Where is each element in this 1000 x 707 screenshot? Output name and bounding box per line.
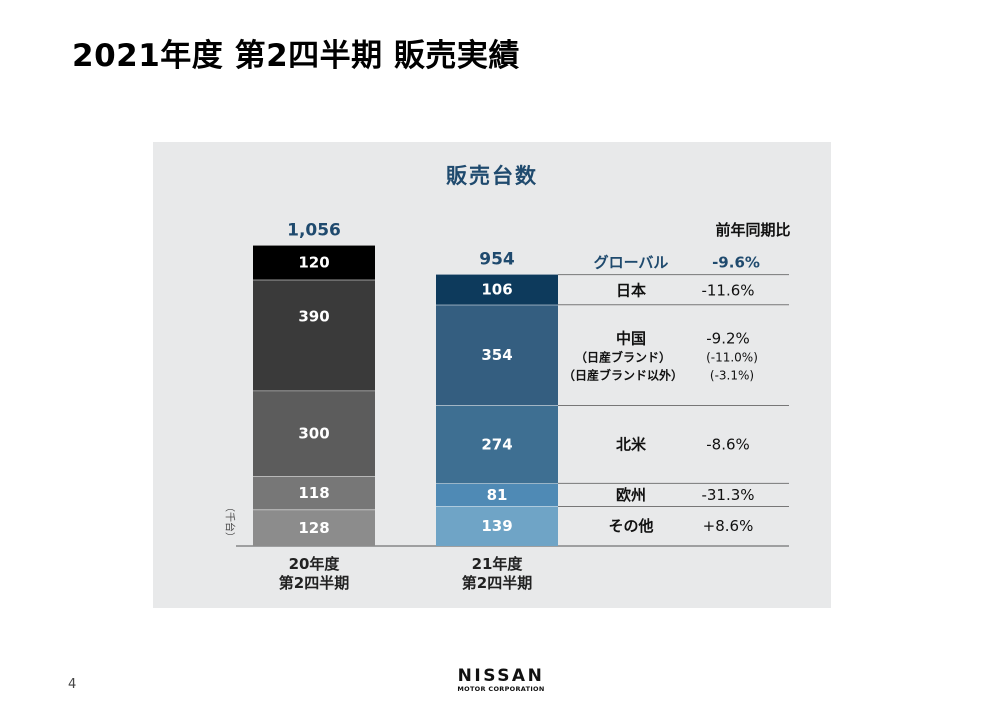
- bar-value-label: 128: [298, 519, 329, 537]
- bar-segment-fy20-2: [253, 390, 375, 477]
- yoy-region-label: 中国: [616, 330, 646, 348]
- bar-total-label: 1,056: [287, 221, 341, 241]
- bar-segment-fy20-4: [253, 245, 375, 280]
- yoy-sub-label: （日産ブランド）: [575, 350, 671, 365]
- logo-wordmark: NISSAN: [457, 666, 545, 686]
- bar-segment-fy21-4: [436, 274, 558, 305]
- yoy-region-label: 日本: [616, 282, 646, 300]
- bar-value-label: 390: [298, 307, 329, 325]
- page-number: 4: [68, 677, 77, 692]
- bar-value-label: 354: [481, 346, 512, 364]
- slide-title: 2021年度 第2四半期 販売実績: [72, 38, 520, 74]
- yoy-region-value: -11.6%: [701, 282, 754, 300]
- yoy-global-label: グローバル: [594, 254, 669, 272]
- bar-value-label: 81: [487, 486, 508, 504]
- category-label: 第2四半期: [462, 574, 532, 592]
- bar-segment-fy20-3: [253, 279, 375, 391]
- yoy-header: 前年同期比: [715, 221, 790, 239]
- logo-subtitle: MOTOR CORPORATION: [457, 685, 545, 693]
- yoy-region-label: 北米: [616, 435, 647, 453]
- bar-segment-fy21-2: [436, 405, 558, 484]
- bar-segment-fy21-1: [436, 483, 558, 507]
- yoy-sub-value: (-11.0%): [706, 351, 758, 365]
- bar-segment-fy20-0: [253, 509, 375, 546]
- yoy-region-label: 欧州: [616, 486, 646, 504]
- bar-value-label: 118: [298, 484, 329, 502]
- yoy-region-value: -31.3%: [701, 486, 754, 504]
- chart-panel: 販売台数 （千台） 128 118 300 390 120 1,056 139 81 274 354…: [153, 142, 831, 608]
- bar-value-label: 120: [298, 254, 329, 272]
- category-label: 21年度: [472, 555, 524, 573]
- bar-value-label: 274: [481, 435, 512, 453]
- bar-segment-fy21-3: [436, 304, 558, 406]
- bar-total-label: 954: [479, 250, 515, 270]
- yoy-sub-value: (-3.1%): [710, 369, 754, 383]
- chart-title: 販売台数: [446, 164, 538, 188]
- yoy-global-value: -9.6%: [712, 254, 760, 272]
- unit-label: （千台）: [224, 502, 237, 542]
- category-label: 第2四半期: [279, 574, 349, 592]
- bar-value-label: 300: [298, 424, 329, 442]
- bar-value-label: 106: [481, 281, 512, 299]
- bar-segment-fy20-1: [253, 476, 375, 510]
- yoy-sub-label: （日産ブランド以外）: [563, 368, 683, 383]
- yoy-region-value: -8.6%: [706, 435, 750, 453]
- bar-value-label: 139: [481, 517, 512, 535]
- category-label: 20年度: [289, 555, 341, 573]
- sales-volume-chart: （千台） 128 118 300 390 120 1,056 139 81 274 354 106 95…: [224, 221, 791, 592]
- bar-segment-fy21-0: [436, 506, 558, 546]
- yoy-region-label: その他: [608, 517, 653, 535]
- yoy-region-value: +8.6%: [703, 517, 754, 535]
- yoy-region-value: -9.2%: [706, 330, 750, 348]
- nissan-logo: NISSAN MOTOR CORPORATION: [448, 667, 554, 694]
